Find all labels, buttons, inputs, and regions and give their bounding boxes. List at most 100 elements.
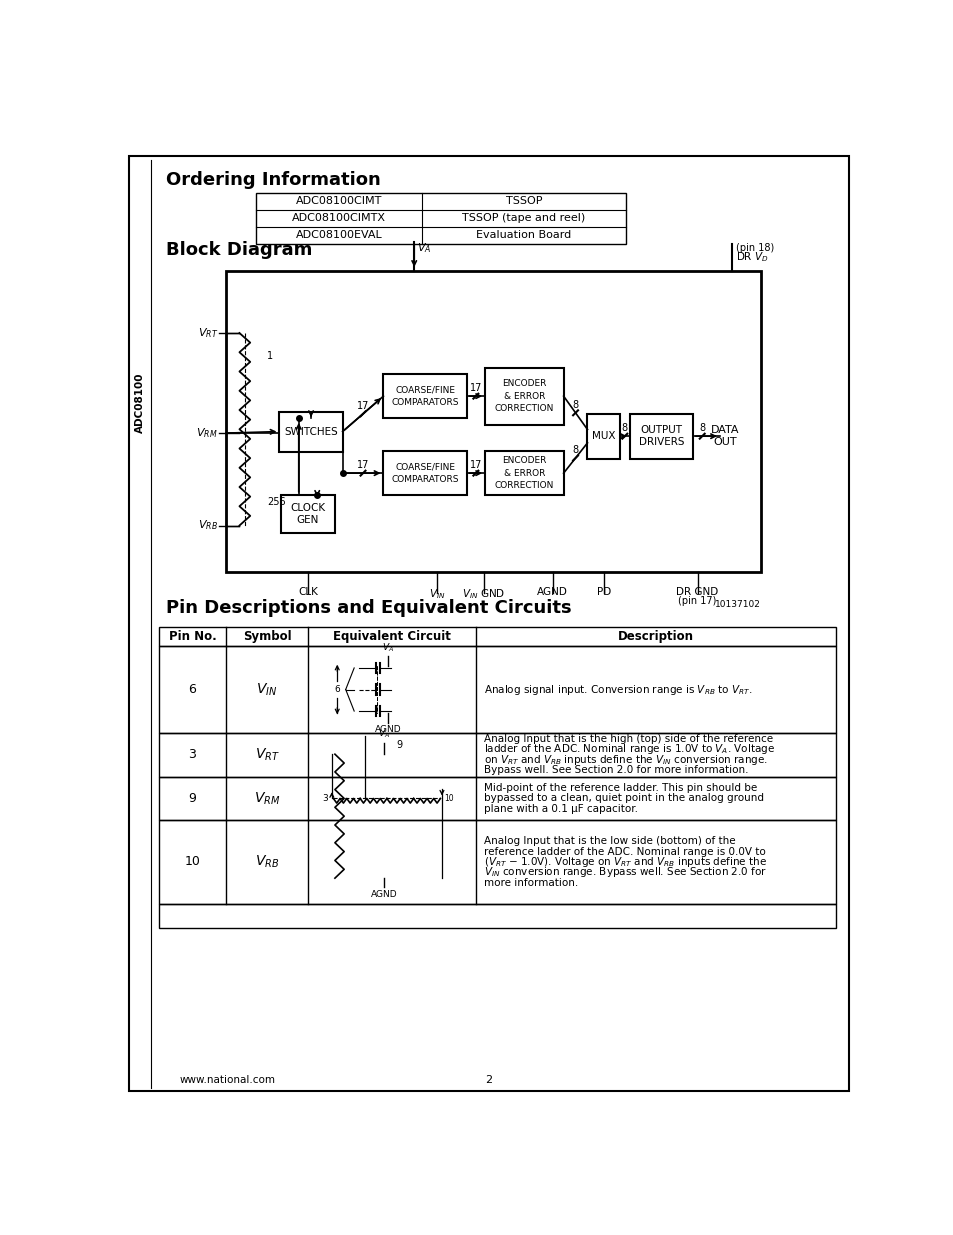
Circle shape: [355, 709, 358, 713]
Text: 9: 9: [189, 792, 196, 805]
Bar: [484, 451, 563, 495]
Text: $V_{RM}$: $V_{RM}$: [253, 790, 280, 806]
Text: 3: 3: [189, 748, 196, 761]
Circle shape: [391, 709, 395, 713]
Circle shape: [329, 680, 345, 698]
Text: COMPARATORS: COMPARATORS: [391, 398, 458, 406]
Bar: [225, 272, 760, 572]
Text: Ordering Information: Ordering Information: [166, 172, 380, 189]
Circle shape: [355, 666, 358, 669]
Text: COMPARATORS: COMPARATORS: [391, 474, 458, 484]
Bar: [158, 904, 836, 929]
Text: 256: 256: [267, 498, 286, 508]
Text: CLK: CLK: [297, 587, 317, 597]
Text: 8: 8: [621, 424, 627, 433]
Text: $V_{RT}$: $V_{RT}$: [197, 326, 217, 340]
Text: $V_{RM}$: $V_{RM}$: [196, 426, 217, 440]
Text: Bypass well. See Section 2.0 for more information.: Bypass well. See Section 2.0 for more in…: [483, 766, 747, 776]
Bar: [158, 627, 836, 646]
Bar: [383, 451, 466, 495]
Text: Symbol: Symbol: [243, 630, 292, 643]
Text: 10137102: 10137102: [714, 599, 760, 609]
Polygon shape: [398, 683, 414, 695]
Text: ADC08100CIMT: ADC08100CIMT: [295, 196, 382, 206]
Text: $V_A$: $V_A$: [416, 241, 432, 256]
Bar: [158, 646, 836, 732]
Text: reference ladder of the ADC. Nominal range is 0.0V to: reference ladder of the ADC. Nominal ran…: [483, 847, 764, 857]
Text: COARSE/FINE: COARSE/FINE: [395, 462, 455, 472]
Text: ENCODER: ENCODER: [501, 379, 546, 388]
Bar: [158, 732, 836, 777]
Text: Analog Input that is the low side (bottom) of the: Analog Input that is the low side (botto…: [483, 836, 735, 846]
Text: Analog Input that is the high (top) side of the reference: Analog Input that is the high (top) side…: [483, 734, 772, 743]
Text: Evaluation Board: Evaluation Board: [476, 230, 571, 241]
Text: plane with a 0.1 μF capacitor.: plane with a 0.1 μF capacitor.: [483, 804, 637, 814]
Polygon shape: [398, 705, 414, 718]
Text: OUTPUT: OUTPUT: [639, 425, 681, 435]
Text: DR GND: DR GND: [676, 587, 718, 597]
Circle shape: [316, 790, 333, 806]
Text: $V_A$: $V_A$: [381, 642, 394, 655]
Text: $V_{IN}$: $V_{IN}$: [429, 587, 445, 601]
Text: DATA: DATA: [710, 425, 739, 435]
Text: (pin 17): (pin 17): [678, 597, 716, 606]
Text: 2: 2: [485, 1074, 492, 1084]
Text: 17: 17: [469, 461, 481, 471]
Text: ladder of the ADC. Nominal range is 1.0V to $V_A$. Voltage: ladder of the ADC. Nominal range is 1.0V…: [483, 742, 774, 756]
Text: ($V_{RT}$ − 1.0V). Voltage on $V_{RT}$ and $V_{RB}$ inputs define the: ($V_{RT}$ − 1.0V). Voltage on $V_{RT}$ a…: [483, 855, 766, 869]
Text: GEN: GEN: [296, 515, 319, 525]
Polygon shape: [398, 662, 414, 674]
Text: 8: 8: [572, 400, 578, 410]
Text: OUT: OUT: [713, 437, 737, 447]
Text: Block Diagram: Block Diagram: [166, 241, 313, 258]
Text: TSSOP: TSSOP: [505, 196, 541, 206]
Text: on $V_{RT}$ and $V_{RB}$ inputs define the $V_{IN}$ conversion range.: on $V_{RT}$ and $V_{RB}$ inputs define t…: [483, 753, 767, 767]
Text: 9: 9: [396, 740, 402, 750]
Text: $V_A$: $V_A$: [377, 727, 390, 740]
Text: ADC08100CIMTX: ADC08100CIMTX: [292, 214, 386, 224]
Circle shape: [355, 688, 358, 692]
Text: $V_{IN}$: $V_{IN}$: [256, 682, 277, 698]
Circle shape: [391, 666, 395, 669]
Text: 6: 6: [334, 685, 340, 694]
Text: MUX: MUX: [591, 431, 615, 441]
Circle shape: [363, 745, 367, 748]
Bar: [484, 368, 563, 425]
Text: $V_{IN}$ conversion range. Bypass well. See Section 2.0 for: $V_{IN}$ conversion range. Bypass well. …: [483, 866, 766, 879]
Text: 8: 8: [572, 446, 578, 456]
Text: ENCODER: ENCODER: [501, 456, 546, 466]
Text: $V_{RT}$: $V_{RT}$: [254, 746, 279, 763]
Text: 10: 10: [443, 794, 454, 803]
Text: DRIVERS: DRIVERS: [638, 437, 683, 447]
Text: AGND: AGND: [537, 587, 568, 597]
Text: AGND: AGND: [375, 725, 401, 734]
Bar: [256, 193, 625, 243]
Text: $V_{IN}$ GND: $V_{IN}$ GND: [461, 587, 505, 601]
Text: COARSE/FINE: COARSE/FINE: [395, 385, 455, 394]
Text: CORRECTION: CORRECTION: [495, 480, 554, 490]
Text: 6: 6: [189, 683, 196, 697]
Text: bypassed to a clean, quiet point in the analog ground: bypassed to a clean, quiet point in the …: [483, 793, 762, 804]
Bar: [281, 495, 335, 534]
Bar: [629, 414, 692, 458]
Circle shape: [440, 790, 456, 806]
Text: AGND: AGND: [371, 889, 397, 899]
Text: $V_{RB}$: $V_{RB}$: [198, 519, 217, 532]
Text: $V_{RB}$: $V_{RB}$: [254, 853, 279, 871]
Text: ADC08100EVAL: ADC08100EVAL: [295, 230, 382, 241]
Text: ADC08100: ADC08100: [135, 372, 145, 432]
Text: 1: 1: [267, 351, 273, 361]
Text: more information.: more information.: [483, 878, 578, 888]
Text: SWITCHES: SWITCHES: [284, 426, 337, 436]
Text: Equivalent Circuit: Equivalent Circuit: [333, 630, 451, 643]
Bar: [587, 414, 619, 458]
Text: Pin Descriptions and Equivalent Circuits: Pin Descriptions and Equivalent Circuits: [166, 599, 571, 618]
Bar: [383, 374, 466, 419]
Bar: [158, 777, 836, 820]
Text: CLOCK: CLOCK: [290, 503, 325, 513]
Text: 17: 17: [469, 383, 481, 394]
Bar: [279, 411, 342, 452]
Text: 10: 10: [184, 856, 200, 868]
Text: & ERROR: & ERROR: [503, 391, 544, 400]
Text: (pin 18): (pin 18): [736, 243, 774, 253]
